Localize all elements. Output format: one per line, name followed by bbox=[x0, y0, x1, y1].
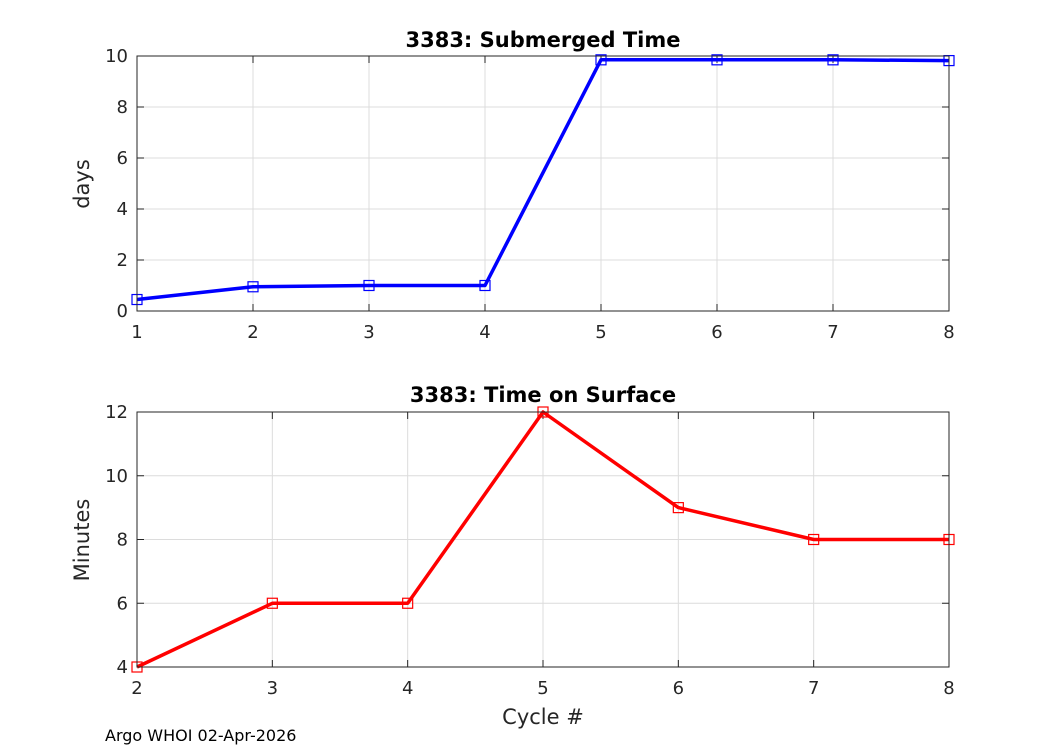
submerged-time-data-point bbox=[363, 279, 375, 292]
submerged-time-ylabel: days bbox=[70, 159, 94, 209]
submerged-time-data-point bbox=[711, 54, 723, 66]
submerged-time-y-tick-label: 6 bbox=[117, 148, 128, 169]
submerged-time-plot: 3383: Submerged Time days 1 2 3 4 5 6 7 8 0 2 4 6 8 1… bbox=[70, 28, 955, 343]
surface-time-data-point bbox=[266, 597, 278, 609]
submerged-time-y-tick-label: 10 bbox=[105, 46, 128, 67]
surface-time-xlabel: Cycle # bbox=[502, 705, 584, 729]
surface-time-ylabel: Minutes bbox=[70, 499, 94, 582]
footer-credit: Argo WHOI 02-Apr-2026 bbox=[105, 726, 296, 745]
surface-time-y-tick-label: 12 bbox=[105, 402, 128, 423]
surface-time-data-point bbox=[808, 533, 820, 546]
surface-time-x-tick-label: 7 bbox=[808, 678, 819, 699]
submerged-time-axes-background bbox=[137, 56, 949, 311]
surface-time-y-tick-label: 4 bbox=[117, 657, 128, 678]
surface-time-data-point bbox=[672, 502, 684, 514]
surface-time-axes-frame bbox=[136, 411, 950, 668]
surface-time-x-tick-label: 6 bbox=[673, 678, 684, 699]
submerged-time-y-tick-label: 0 bbox=[117, 301, 128, 322]
submerged-time-x-tick-label: 1 bbox=[131, 322, 142, 343]
surface-time-y-tick-label: 10 bbox=[105, 466, 128, 487]
submerged-time-data-point bbox=[827, 54, 839, 66]
submerged-time-title: 3383: Submerged Time bbox=[405, 28, 680, 52]
submerged-time-y-tick-label: 4 bbox=[117, 199, 128, 220]
submerged-time-x-tick-label: 5 bbox=[595, 322, 606, 343]
submerged-time-data-point bbox=[247, 281, 259, 293]
surface-time-x-tick-label: 4 bbox=[402, 678, 413, 699]
surface-time-x-tick-label: 8 bbox=[943, 678, 954, 699]
submerged-time-data-point bbox=[595, 54, 607, 66]
surface-time-x-tick-label: 3 bbox=[267, 678, 278, 699]
surface-time-y-tick-label: 8 bbox=[117, 530, 128, 551]
surface-time-y-tick-label: 6 bbox=[117, 593, 128, 614]
submerged-time-y-tick-label: 2 bbox=[117, 250, 128, 271]
submerged-time-data-point bbox=[479, 279, 491, 292]
submerged-time-x-tick-label: 8 bbox=[943, 322, 954, 343]
submerged-time-x-tick-label: 3 bbox=[363, 322, 374, 343]
surface-time-plot: 3383: Time on Surface Minutes Cycle # 2 3… bbox=[70, 383, 955, 729]
submerged-time-y-tick-label: 8 bbox=[117, 97, 128, 118]
submerged-time-series-line bbox=[136, 58, 950, 302]
submerged-time-x-tick-label: 4 bbox=[479, 322, 490, 343]
surface-time-data-point bbox=[402, 597, 414, 609]
submerged-time-x-tick-label: 7 bbox=[827, 322, 838, 343]
submerged-time-x-tick-label: 6 bbox=[711, 322, 722, 343]
submerged-time-axes-frame bbox=[136, 55, 950, 312]
submerged-time-x-tick-label: 2 bbox=[247, 322, 258, 343]
surface-time-x-tick-label: 2 bbox=[131, 678, 142, 699]
surface-time-x-tick-label: 5 bbox=[537, 678, 548, 699]
surface-time-title: 3383: Time on Surface bbox=[410, 383, 676, 407]
